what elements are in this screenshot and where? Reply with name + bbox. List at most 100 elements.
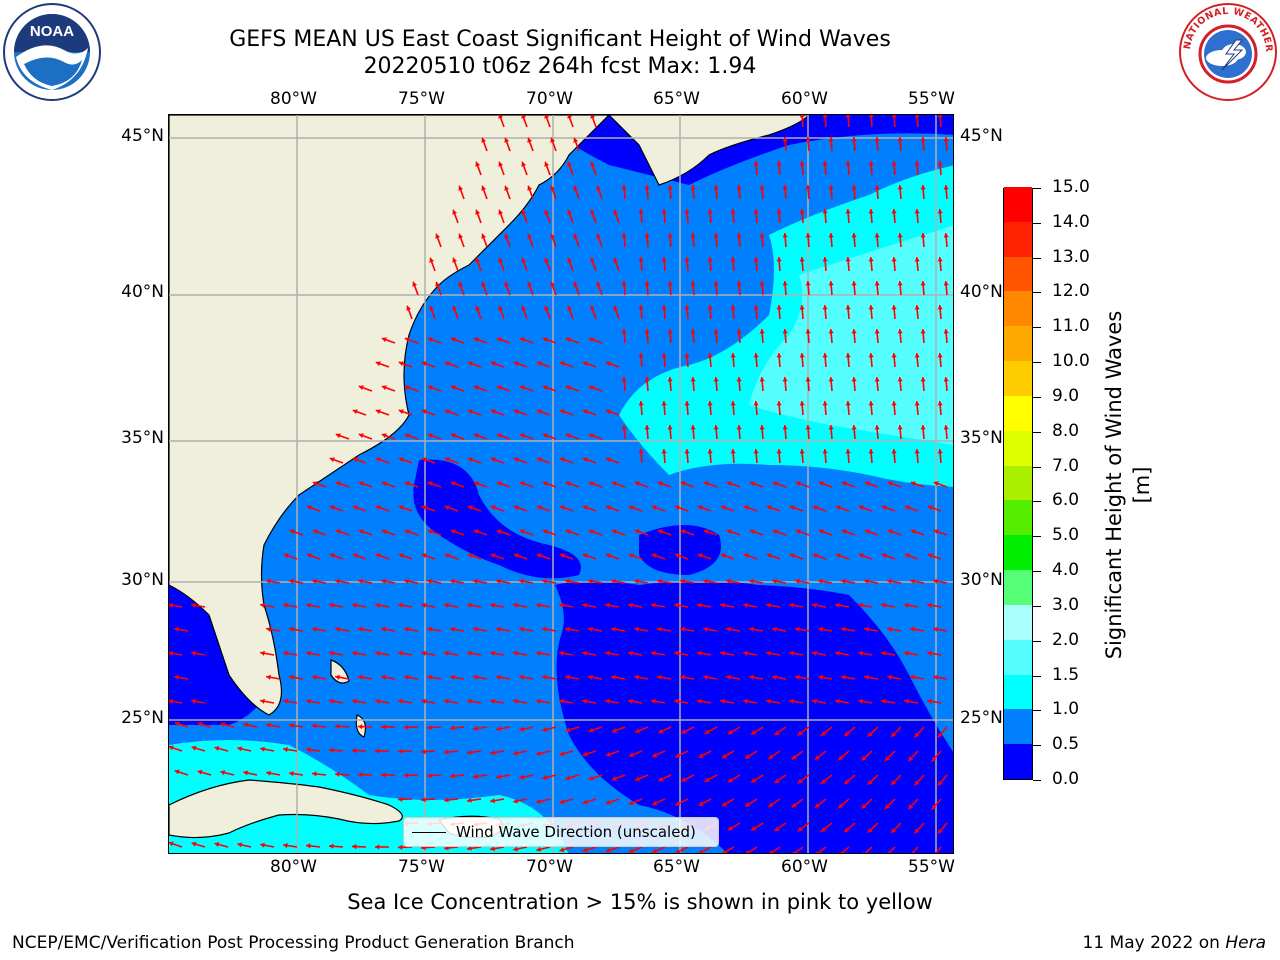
wave-direction-arrowhead: [835, 650, 840, 656]
wave-direction-arrowhead: [851, 233, 857, 238]
wave-direction-arrowhead: [835, 602, 840, 608]
wave-direction-arrowhead: [444, 602, 449, 608]
wave-direction-arrowhead: [444, 650, 449, 656]
wave-direction-arrowhead: [467, 749, 472, 755]
wave-direction-arrowhead: [169, 698, 173, 704]
wave-direction-arrowhead: [473, 578, 478, 584]
map-subtitle: 20220510 t06z 264h fcst Max: 1.94: [363, 54, 757, 79]
wave-direction-arrowhead: [220, 770, 226, 776]
wave-direction-arrowhead: [582, 457, 588, 463]
wave-direction-arrowhead: [791, 802, 797, 808]
wave-direction-arrowhead: [812, 602, 817, 608]
wave-direction-arrowhead: [932, 852, 934, 853]
wave-direction-arrowhead: [519, 385, 525, 391]
wave-direction-arrowhead: [782, 377, 788, 382]
wave-direction-arrowhead: [375, 457, 381, 463]
wave-direction-arrowhead: [496, 433, 502, 439]
wave-direction-arrow: [746, 846, 758, 853]
wave-direction-arrowhead: [536, 602, 541, 608]
wave-direction-arrowhead: [812, 553, 818, 559]
wave-direction-arrowhead: [828, 377, 834, 382]
wave-direction-arrowhead: [381, 529, 387, 535]
wave-direction-arrowhead: [891, 305, 897, 310]
wave-direction-arrowhead: [933, 626, 938, 632]
wave-direction-arrowhead: [684, 401, 690, 406]
wave-direction-arrowhead: [444, 457, 450, 463]
wave-direction-arrowhead: [475, 305, 481, 311]
wave-direction-arrowhead: [943, 185, 949, 190]
colorbar-tick-label: 6.0: [1052, 490, 1080, 511]
wave-direction-arrowhead: [845, 353, 851, 358]
wave-direction-arrowhead: [891, 780, 896, 785]
wave-direction-arrowhead: [542, 626, 547, 632]
colorbar-tick-label: 12.0: [1052, 281, 1090, 302]
colorbar-segment: [1004, 674, 1032, 710]
wave-direction-arrowhead: [861, 755, 867, 761]
wave-direction-arrowhead: [312, 723, 317, 729]
wave-direction-arrowhead: [375, 650, 380, 656]
wave-direction-arrowhead: [874, 281, 880, 286]
wave-direction-arrowhead: [565, 626, 570, 632]
wave-direction-arrowhead: [839, 851, 842, 853]
wave-direction-arrowhead: [197, 769, 203, 775]
wave-direction-arrowhead: [191, 745, 197, 751]
wave-direction-arrowhead: [772, 674, 777, 680]
wave-direction-arrowhead: [536, 457, 542, 463]
wave-direction-arrowhead: [782, 329, 788, 334]
wave-direction-arrowhead: [874, 329, 880, 334]
wave-direction-arrowhead: [818, 529, 824, 535]
wave-direction-arrowhead: [513, 750, 518, 756]
colorbar-tick: [1033, 780, 1041, 781]
wave-direction-arrowhead: [845, 257, 851, 262]
wave-direction-arrowhead: [822, 449, 828, 454]
lon-label-top-60w: 60°W: [781, 89, 828, 109]
wave-direction-arrowhead: [768, 754, 774, 759]
wave-direction-arrowhead: [720, 553, 726, 559]
wave-direction-arrowhead: [450, 385, 456, 391]
wave-direction-arrowhead: [266, 578, 271, 584]
wave-direction-arrowhead: [588, 481, 594, 487]
wave-direction-arrowhead: [398, 796, 403, 802]
wave-direction-arrowhead: [822, 209, 828, 214]
ocean-higher-region-east: [749, 225, 953, 445]
wave-direction-arrowhead: [844, 827, 850, 833]
wave-direction-arrowhead: [726, 529, 732, 535]
wave-direction-arrowhead: [799, 161, 805, 166]
nws-logo-icon: NATIONAL WEATHER SERVICE: [1174, 0, 1278, 102]
wave-direction-arrowhead: [404, 385, 410, 391]
colorbar-tick: [1033, 571, 1041, 573]
wave-direction-arrowhead: [797, 826, 803, 832]
lat-label-right-25n: 25°N: [960, 708, 1003, 728]
wave-direction-arrowhead: [841, 674, 846, 680]
wave-direction-arrowhead: [473, 626, 478, 632]
wave-direction-arrowhead: [684, 209, 690, 214]
wave-direction-arrowhead: [266, 674, 271, 680]
wave-direction-arrowhead: [450, 626, 455, 632]
wave-direction-arrowhead: [904, 553, 910, 559]
lat-label-right-30n: 30°N: [960, 570, 1003, 590]
wave-direction-arrowhead: [590, 257, 596, 263]
wave-direction-arrowhead: [498, 305, 504, 311]
wave-direction-arrowhead: [828, 425, 834, 430]
wave-height-map: [168, 114, 954, 854]
wave-direction-arrowhead: [559, 847, 565, 853]
wave-direction-arrowhead: [759, 329, 765, 334]
wave-direction-arrowhead: [588, 674, 593, 680]
wave-direction-arrowhead: [841, 626, 846, 632]
wave-direction-arrowhead: [544, 305, 550, 311]
wave-direction-arrowhead: [897, 329, 903, 334]
wave-direction-arrowhead: [352, 505, 358, 511]
wave-direction-arrowhead: [792, 850, 796, 853]
wave-direction-arrowhead: [658, 728, 664, 734]
wave-direction-arrowhead: [891, 115, 897, 118]
colorbar-segment: [1004, 430, 1032, 466]
wave-direction-arrowhead: [289, 771, 294, 777]
wave-direction-arrowhead: [772, 626, 777, 632]
wave-direction-arrowhead: [858, 553, 864, 559]
wave-direction-arrowhead: [475, 257, 481, 263]
wave-direction-arrowhead: [885, 756, 890, 761]
wave-direction-arrowhead: [237, 746, 243, 752]
wave-direction-arrowhead: [914, 305, 920, 310]
wave-direction-arrowhead: [567, 305, 573, 311]
wave-direction-arrowhead: [845, 449, 851, 454]
